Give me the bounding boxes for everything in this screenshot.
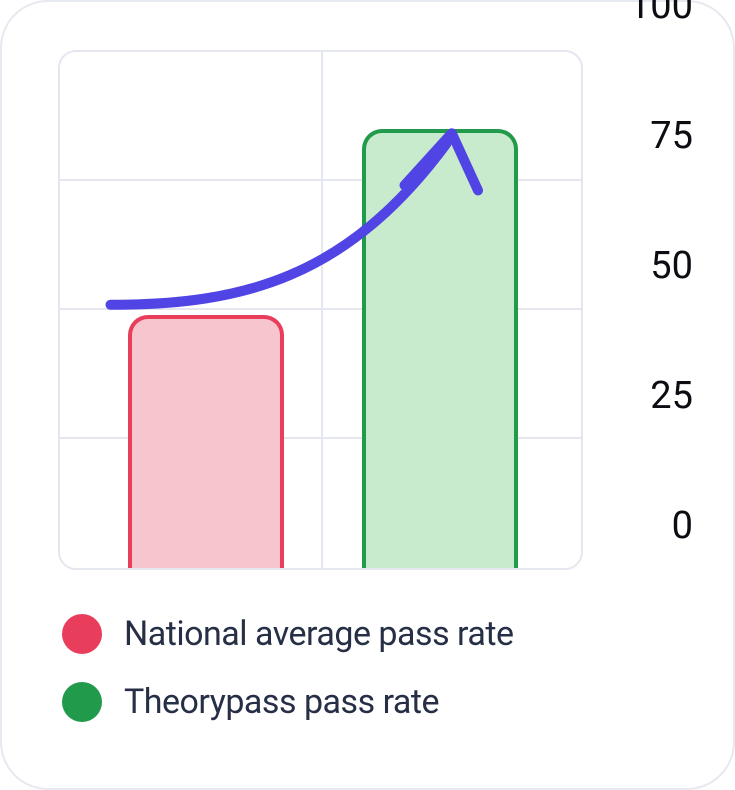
chart-row: 0255075100 [58, 50, 693, 570]
y-tick-label: 25 [583, 374, 693, 418]
legend-label: National average pass rate [124, 614, 514, 654]
legend-item-theorypass: Theorypass pass rate [62, 682, 693, 722]
legend: National average pass rate Theorypass pa… [58, 614, 693, 722]
legend-swatch [62, 614, 102, 654]
y-tick-label: 75 [583, 114, 693, 158]
plot-frame [58, 50, 583, 570]
y-tick-label: 100 [583, 0, 693, 28]
legend-label: Theorypass pass rate [124, 682, 439, 722]
legend-swatch [62, 682, 102, 722]
gridline-vertical [321, 52, 323, 568]
bar-theorypass [362, 129, 518, 568]
bar-national [128, 315, 284, 568]
y-axis-labels: 0255075100 [583, 50, 693, 570]
y-tick-label: 0 [583, 504, 693, 548]
y-tick-label: 50 [583, 244, 693, 288]
plot-area [58, 50, 583, 570]
chart-card: 0 25 50 75 100 National average pass rate Th… [0, 0, 735, 790]
legend-item-national: National average pass rate [62, 614, 693, 654]
